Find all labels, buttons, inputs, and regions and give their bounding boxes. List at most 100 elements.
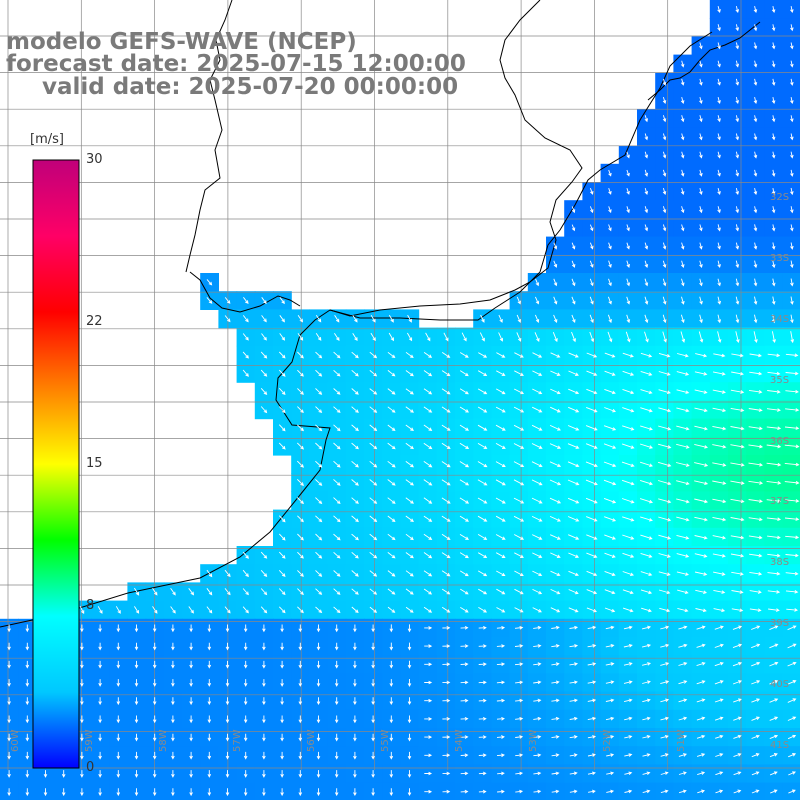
wind-arrow	[207, 751, 212, 760]
wind-arrow	[351, 606, 359, 614]
wind-arrow	[753, 278, 758, 287]
wind-arrow	[626, 260, 630, 269]
wind-arrow	[571, 224, 576, 232]
wind-arrow	[771, 60, 776, 68]
wind-arrow	[790, 24, 794, 32]
wind-arrow	[297, 406, 304, 414]
coastline-brazil-south	[647, 21, 761, 101]
wind-arrow	[532, 406, 543, 413]
wind-arrow	[662, 169, 667, 177]
wind-arrow	[788, 753, 797, 758]
wind-arrow	[351, 515, 359, 523]
wind-arrow	[477, 497, 488, 504]
wind-arrow	[134, 770, 139, 778]
wind-arrow	[297, 351, 304, 359]
wind-arrow	[714, 680, 724, 685]
wind-arrow	[553, 296, 558, 305]
wind-arrow	[296, 442, 304, 450]
wind-arrow	[604, 388, 616, 395]
wind-arrow	[696, 734, 706, 739]
wind-arrow	[188, 606, 194, 614]
wind-arrow	[423, 570, 433, 577]
wind-speed-cell	[782, 163, 800, 183]
wind-arrow	[567, 461, 580, 468]
wind-arrow	[405, 533, 414, 541]
wind-arrow	[80, 788, 84, 797]
wind-arrow	[243, 624, 248, 633]
wind-arrow	[243, 297, 249, 305]
wind-arrow	[699, 224, 703, 232]
wind-arrow	[371, 733, 375, 742]
wind-arrow	[371, 660, 375, 669]
wind-arrow	[460, 771, 469, 776]
wind-arrow	[441, 497, 451, 504]
border-line	[185, 0, 233, 273]
wind-arrow	[242, 369, 249, 377]
wind-arrow	[748, 426, 763, 431]
wind-arrow	[369, 370, 378, 377]
wind-arrow	[243, 751, 248, 760]
wind-arrow	[316, 697, 321, 706]
wind-arrow	[316, 788, 321, 797]
wind-arrow	[224, 315, 231, 323]
wind-arrow	[387, 533, 396, 541]
wind-arrow	[717, 24, 721, 32]
wind-arrow	[371, 751, 375, 760]
wind-arrow	[568, 552, 580, 558]
wind-arrow	[116, 660, 121, 669]
wind-arrow	[279, 297, 285, 305]
wind-arrow	[626, 278, 631, 287]
wind-arrow	[622, 352, 634, 358]
wind-arrow	[333, 497, 341, 505]
wind-arrow	[25, 751, 30, 760]
wind-arrow	[771, 224, 776, 232]
wind-arrow	[771, 296, 776, 305]
wind-arrow	[353, 679, 357, 687]
wind-arrow	[790, 242, 794, 250]
wind-arrow	[644, 224, 649, 232]
wind-arrow	[571, 206, 576, 214]
wind-arrow	[624, 771, 633, 776]
wind-arrow	[712, 498, 727, 504]
wind-arrow	[533, 662, 542, 666]
wind-arrow	[461, 332, 467, 342]
wind-arrow	[621, 461, 635, 468]
wind-arrow	[98, 751, 102, 760]
wind-arrow	[749, 608, 762, 612]
wind-arrow	[243, 715, 248, 724]
wind-arrow	[585, 425, 598, 431]
wind-arrow	[769, 698, 779, 703]
wind-arrow	[225, 660, 230, 669]
wind-arrow	[694, 480, 709, 486]
wind-arrow	[753, 314, 758, 324]
wind-arrow	[569, 735, 578, 739]
wind-arrow	[660, 789, 669, 794]
wind-arrow	[657, 443, 672, 449]
wind-arrow	[623, 680, 633, 684]
wind-arrow	[478, 698, 487, 703]
wind-arrow	[733, 698, 742, 703]
longitude-label: 58W	[158, 729, 169, 752]
wind-arrow	[460, 644, 469, 648]
wind-arrow	[676, 371, 690, 376]
wind-arrow	[441, 606, 451, 613]
wind-arrow	[790, 78, 794, 86]
wind-arrow	[769, 753, 778, 758]
wind-arrow	[640, 352, 653, 358]
wind-arrow	[7, 788, 11, 797]
wind-arrow	[370, 314, 376, 323]
wind-arrow	[644, 242, 649, 250]
wind-arrow	[405, 370, 414, 377]
wind-arrow	[351, 369, 359, 377]
wind-arrow	[731, 571, 744, 576]
wind-arrow	[678, 625, 688, 630]
wind-arrow	[748, 517, 763, 522]
wind-arrow	[622, 425, 635, 431]
wind-arrow	[424, 680, 433, 685]
wind-arrow	[152, 679, 157, 687]
wind-arrow	[405, 351, 414, 359]
wind-arrow	[606, 789, 615, 794]
wind-arrow	[316, 624, 321, 633]
wind-arrow	[715, 753, 724, 757]
